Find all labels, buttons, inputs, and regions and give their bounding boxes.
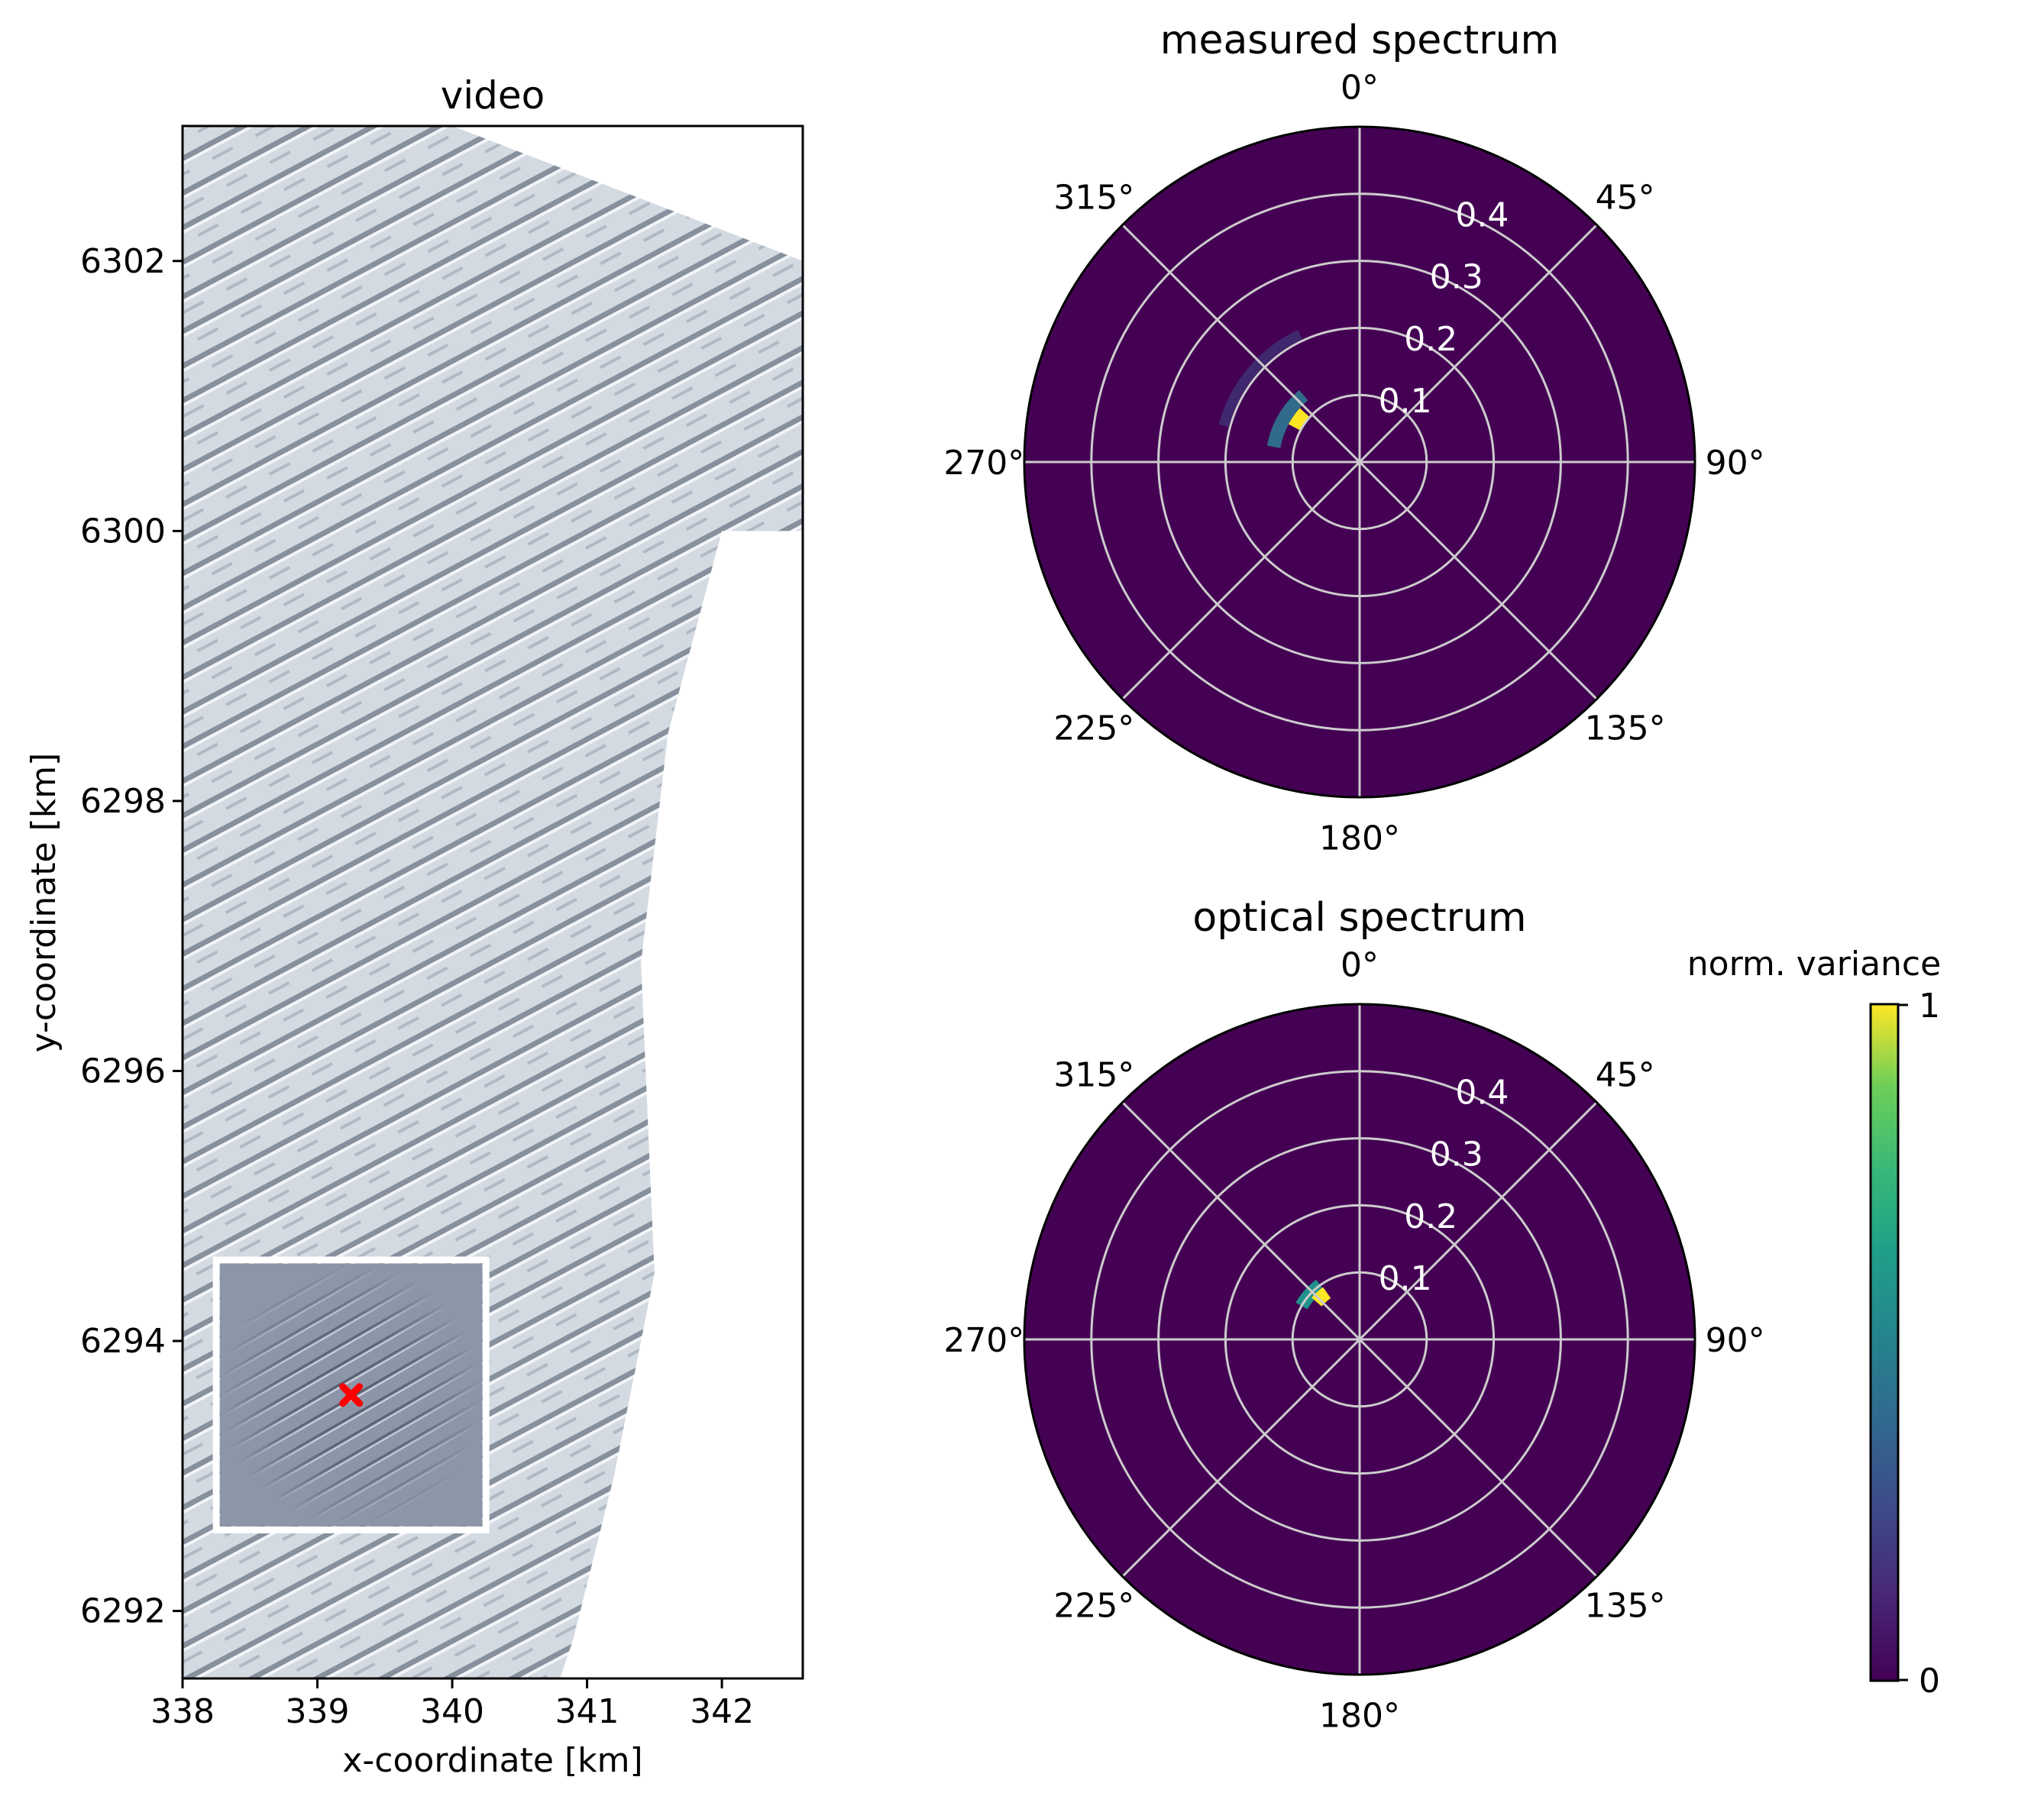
theta-label: 45° [1596,178,1655,217]
y-tick-label: 6294 [80,1322,166,1361]
r-tick-label: 0.1 [1379,382,1432,421]
r-tick-label: 0.3 [1430,258,1483,297]
polar-frame [1023,125,1696,799]
theta-label: 270° [943,1321,1024,1360]
theta-label: 180° [1319,1697,1400,1736]
y-tick-label: 6296 [80,1052,166,1090]
y-tick-label: 6300 [80,512,166,551]
theta-label: 225° [1053,1587,1134,1626]
theta-label: 135° [1585,709,1666,748]
measured-spectrum-title: measured spectrum [1160,18,1559,63]
video-axes-frame [181,124,804,1680]
optical-spectrum-panel: optical spectrum 0° 45° 90° 135° 180° 225° 270… [943,895,1764,1736]
r-tick-label: 0.4 [1455,1074,1509,1113]
spectrum-peak [1266,389,1308,448]
angular-gridline [1121,1338,1361,1578]
theta-label: 270° [943,444,1024,483]
theta-label: 315° [1053,178,1134,217]
measured-spectrum-panel: measured spectrum 0° 45° 90° 135° 180° 225° 27… [943,18,1764,858]
r-tick-label: 0.2 [1404,320,1457,359]
x-tick-label: 341 [555,1692,619,1731]
angular-gridline [1358,224,1598,464]
theta-label: 180° [1319,819,1400,858]
r-tick-label: 0.4 [1455,196,1509,235]
angular-gridline [1121,224,1361,464]
x-tick-label: 340 [420,1692,484,1731]
polar-labels: 0° 45° 90° 135° 180° 225° 270° 315° 0.1 0.2 0.3 0.4 [943,68,1764,858]
theta-label: 90° [1706,1321,1765,1360]
spectrum-peak [1218,329,1302,427]
r-tick-label: 0.1 [1379,1259,1432,1298]
video-xlabel: x-coordinate [km] [342,1741,642,1780]
theta-label: 0° [1341,68,1379,107]
polar-grid [1024,127,1695,797]
video-y-ticks: 6292 6294 6296 6298 6300 6302 [80,242,183,1631]
spectrum-peaks [1218,329,1310,448]
r-tick-label: 0.2 [1404,1197,1457,1236]
y-tick-label: 6302 [80,242,166,281]
video-panel: video 338 339 340 341 342 6292 6294 6296 6298 63… [24,73,804,1780]
colorbar: norm. variance 1 0 [1687,945,1941,1701]
theta-label: 90° [1706,444,1765,483]
angular-gridline [1121,1101,1361,1341]
polar-frame [1023,1003,1696,1676]
x-tick-label: 338 [150,1692,215,1731]
inset [212,1256,490,1534]
angular-gridline [1358,1101,1598,1341]
theta-label: 225° [1053,709,1134,748]
colorbar-label: norm. variance [1687,945,1941,984]
video-title: video [441,73,545,118]
angular-gridline [1121,460,1361,700]
optical-spectrum-title: optical spectrum [1192,895,1526,941]
angular-gridline [1358,1338,1598,1578]
polar-grid [1024,1004,1695,1675]
theta-label: 315° [1053,1055,1134,1094]
colorbar-tick-label-max: 1 [1919,987,1940,1026]
theta-label: 135° [1585,1587,1666,1626]
x-tick-label: 342 [690,1692,754,1731]
angular-gridline [1358,460,1598,700]
spectrum-peak [1311,1287,1331,1307]
theta-label: 45° [1596,1055,1655,1094]
video-x-ticks: 338 339 340 341 342 [150,1678,754,1731]
spectrum-peak [1288,408,1310,431]
y-tick-label: 6292 [80,1592,166,1631]
r-tick-label: 0.3 [1430,1136,1483,1174]
theta-label: 0° [1341,945,1379,984]
y-tick-label: 6298 [80,782,166,821]
video-ylabel: y-coordinate [km] [24,753,63,1052]
colorbar-tick-label-min: 0 [1919,1662,1940,1701]
colorbar-gradient [1869,1003,1900,1682]
polar-labels: 0° 45° 90° 135° 180° 225° 270° 315° 0.1 0.2 0.3 0.4 [943,945,1764,1735]
inset-marker [339,1383,364,1407]
x-tick-label: 339 [286,1692,350,1731]
